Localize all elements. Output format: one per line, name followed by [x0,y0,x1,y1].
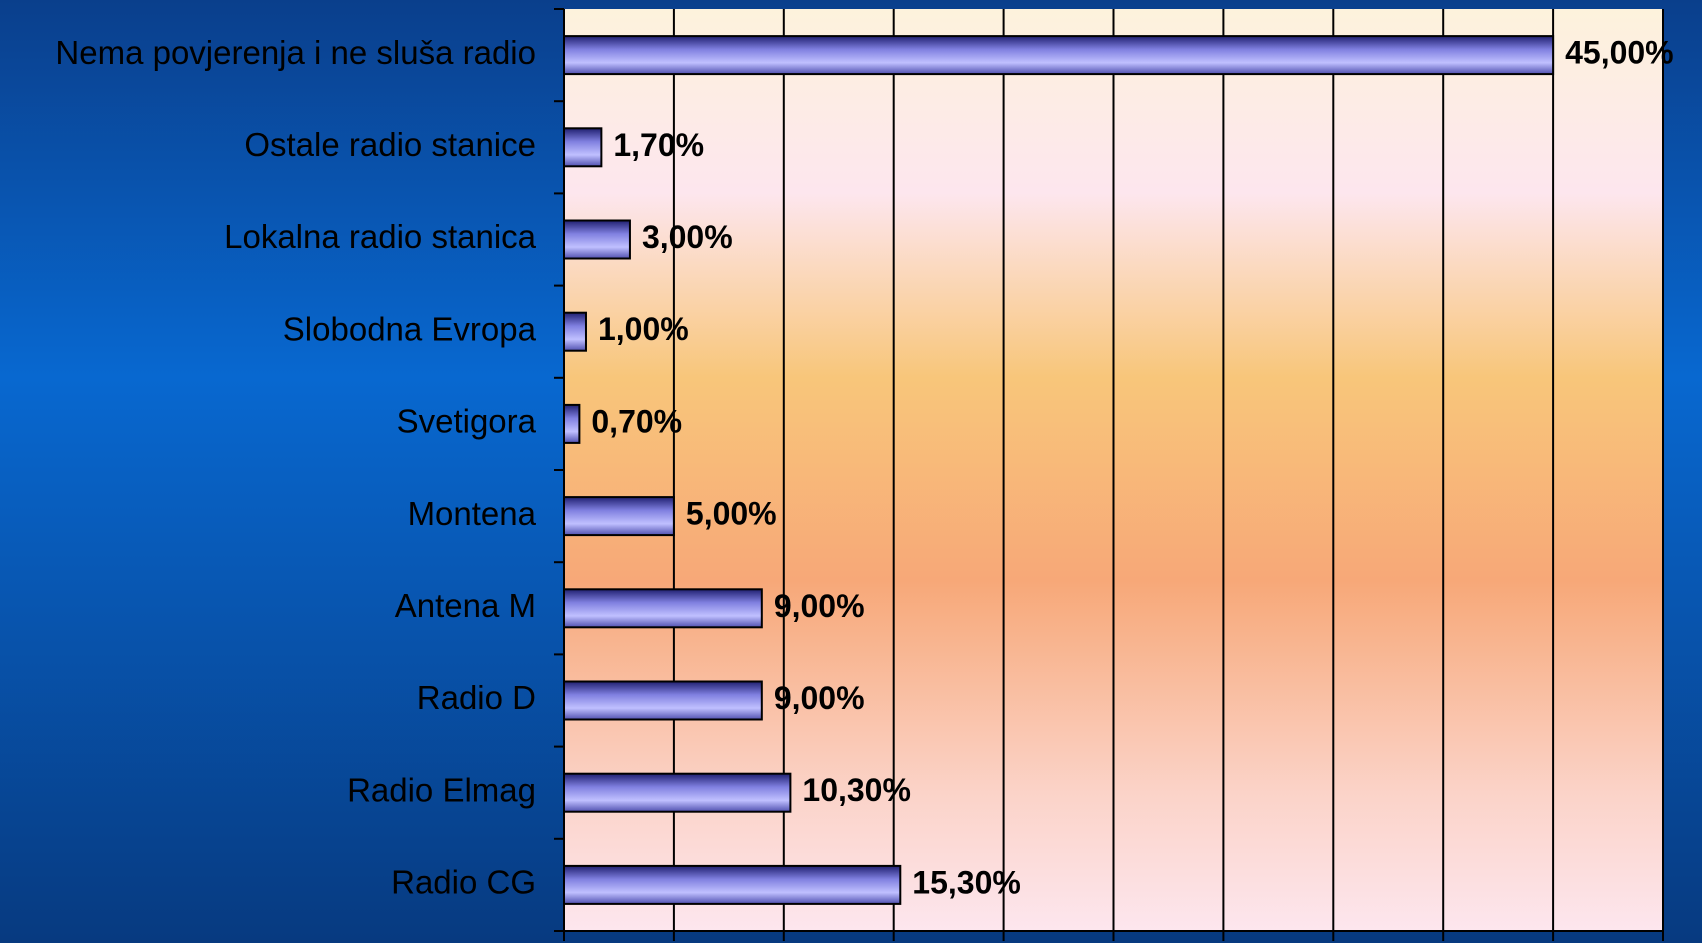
y-tick-label: Radio Elmag [347,771,536,808]
data-label: 45,00% [1565,35,1674,71]
y-tick-label: Lokalna radio stanica [224,218,537,255]
y-tick-label: Antena M [395,587,536,624]
y-tick-label: Slobodna Evropa [283,310,537,347]
y-tick-label: Ostale radio stanice [244,126,536,163]
bar [563,496,675,537]
bar [563,127,603,168]
data-label: 0,70% [591,403,682,439]
y-tick-label: Radio D [417,679,536,716]
bar [563,772,792,813]
data-label: 10,30% [802,772,911,808]
y-tick-label: Nema povjerenja i ne sluša radio [55,34,536,71]
bar [563,403,581,444]
bar [563,864,902,905]
data-label: 3,00% [642,219,733,255]
data-label: 1,70% [613,127,704,163]
data-label: 1,00% [598,311,689,347]
y-tick-label: Montena [408,495,537,532]
y-tick-label: Svetigora [397,403,537,440]
bar [563,680,763,721]
data-label: 5,00% [686,496,777,532]
bar [563,588,763,629]
data-label: 9,00% [774,680,865,716]
bar [563,219,631,260]
bar [563,311,587,352]
data-label: 15,30% [912,864,1021,900]
y-tick-label: Radio CG [391,864,536,901]
bar [563,35,1555,76]
data-label: 9,00% [774,588,865,624]
